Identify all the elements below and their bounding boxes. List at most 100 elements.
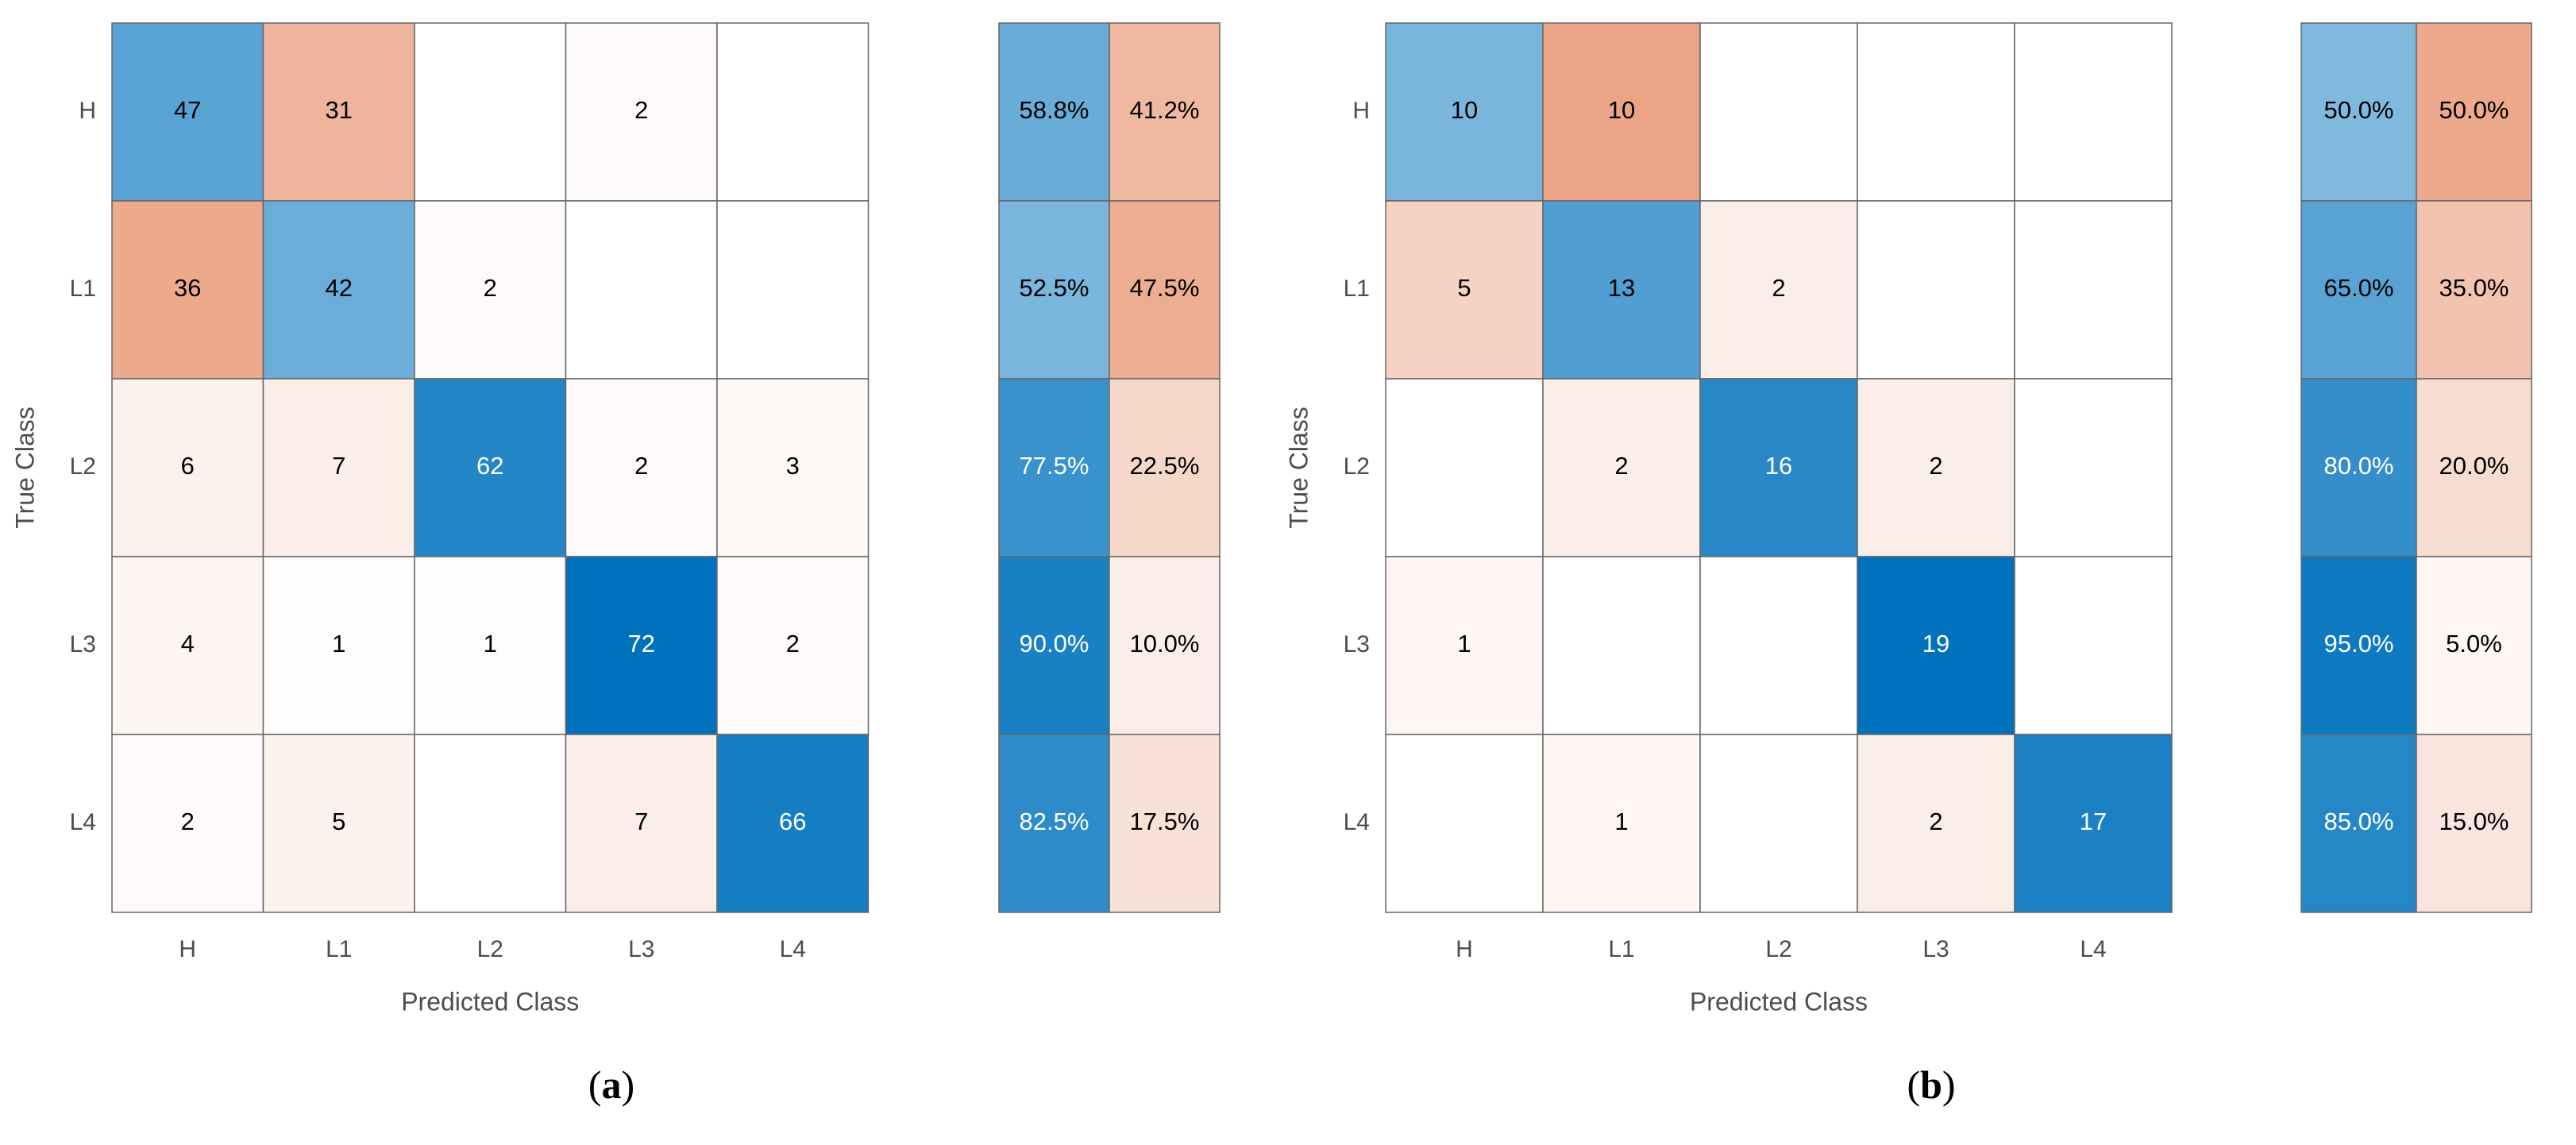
empty-cell xyxy=(2014,200,2173,380)
summary-cell xyxy=(1109,378,1221,557)
summary-value: 10.0% xyxy=(1130,630,1200,657)
cell-value: 3 xyxy=(786,452,800,480)
empty-cell xyxy=(1542,556,1701,735)
x-tick-label: H xyxy=(179,936,196,962)
cell-value: 5 xyxy=(332,808,345,835)
cell xyxy=(111,200,264,380)
summary-cell xyxy=(998,734,1110,913)
cell-value: 72 xyxy=(628,630,655,657)
cell-value: 36 xyxy=(174,274,201,302)
summary-value: 47.5% xyxy=(1130,274,1200,302)
summary-cell xyxy=(1109,200,1221,380)
cell xyxy=(716,734,870,913)
cell xyxy=(716,556,870,735)
x-tick-label: L1 xyxy=(326,936,352,962)
cell-value: 19 xyxy=(1922,630,1949,657)
x-tick-label: L4 xyxy=(2080,936,2106,962)
empty-cell xyxy=(1699,22,1858,202)
summary-cell xyxy=(2300,200,2417,380)
y-tick-label: L3 xyxy=(70,631,96,657)
empty-cell xyxy=(1857,200,2015,380)
x-tick-label: L1 xyxy=(1608,936,1634,962)
summary-value: 50.0% xyxy=(2439,96,2509,124)
y-tick-label: L3 xyxy=(1344,631,1370,657)
empty-cell xyxy=(1385,734,1544,913)
cell-value: 16 xyxy=(1765,452,1792,480)
cell-value: 2 xyxy=(1614,452,1628,480)
y-axis-label: True Class xyxy=(1284,407,1313,529)
y-tick-label: L2 xyxy=(1344,453,1370,480)
cell xyxy=(565,22,718,202)
summary-cell xyxy=(2300,378,2417,557)
cell-value: 2 xyxy=(1772,274,1785,302)
cell-value: 1 xyxy=(484,630,497,657)
empty-cell xyxy=(2014,556,2173,735)
summary-value: 35.0% xyxy=(2439,274,2509,302)
cell xyxy=(111,734,264,913)
summary-value: 58.8% xyxy=(1020,96,1089,124)
summary-cell xyxy=(998,22,1110,202)
cell xyxy=(1857,734,2015,913)
empty-cell xyxy=(1699,734,1858,913)
empty-cell xyxy=(1857,22,2015,202)
summary-cell xyxy=(1109,22,1221,202)
y-tick-label: L4 xyxy=(70,809,96,835)
summary-value: 90.0% xyxy=(1020,630,1089,657)
summary-value: 82.5% xyxy=(1020,808,1089,835)
summary-cell xyxy=(998,378,1110,557)
y-tick-label: L1 xyxy=(70,276,96,302)
summary-value: 17.5% xyxy=(1130,808,1200,835)
summary-value: 85.0% xyxy=(2324,808,2394,835)
cell xyxy=(716,378,870,557)
cell-value: 5 xyxy=(1457,274,1471,302)
caption-part: ( xyxy=(588,1062,602,1107)
summary-value: 50.0% xyxy=(2324,96,2394,124)
cell-value: 1 xyxy=(332,630,345,657)
cell xyxy=(111,556,264,735)
cell-value: 2 xyxy=(634,452,648,480)
cell-value: 1 xyxy=(1457,630,1471,657)
summary-value: 5.0% xyxy=(2446,630,2502,657)
cell-value: 42 xyxy=(326,274,353,302)
summary-value: 15.0% xyxy=(2439,808,2509,835)
cell xyxy=(1385,22,1544,202)
cell-value: 62 xyxy=(476,452,503,480)
empty-cell xyxy=(1385,378,1544,557)
caption-part: ) xyxy=(1942,1062,1956,1107)
empty-cell xyxy=(716,200,870,380)
summary-value: 52.5% xyxy=(1020,274,1089,302)
cell xyxy=(1857,378,2015,557)
cell xyxy=(1699,200,1858,380)
cell-value: 6 xyxy=(181,452,195,480)
summary-value: 77.5% xyxy=(1020,452,1089,480)
cell xyxy=(2014,734,2173,913)
x-axis-label: Predicted Class xyxy=(1690,987,1868,1016)
cell-value: 31 xyxy=(326,96,353,124)
cell-value: 7 xyxy=(634,808,648,835)
cell-value: 7 xyxy=(332,452,345,480)
cell xyxy=(414,200,567,380)
cell-value: 17 xyxy=(2080,808,2107,835)
empty-cell xyxy=(414,22,567,202)
x-tick-label: L3 xyxy=(628,936,654,962)
summary-value: 65.0% xyxy=(2324,274,2394,302)
summary-value: 41.2% xyxy=(1130,96,1200,124)
cell-value: 10 xyxy=(1608,96,1635,124)
summary-value: 22.5% xyxy=(1130,452,1200,480)
x-tick-label: L2 xyxy=(1765,936,1791,962)
summary-value: 95.0% xyxy=(2324,630,2394,657)
y-tick-label: L1 xyxy=(1344,276,1370,302)
summary-cell xyxy=(2416,378,2532,557)
cell xyxy=(262,556,415,735)
x-tick-label: L2 xyxy=(477,936,503,962)
summary-value: 20.0% xyxy=(2439,452,2509,480)
empty-cell xyxy=(2014,378,2173,557)
cell-value: 1 xyxy=(1614,808,1628,835)
cell xyxy=(1385,556,1544,735)
cell-value: 2 xyxy=(1929,808,1942,835)
empty-cell xyxy=(414,734,567,913)
cell xyxy=(1857,556,2015,735)
summary-cell xyxy=(1109,556,1221,735)
empty-cell xyxy=(1699,556,1858,735)
